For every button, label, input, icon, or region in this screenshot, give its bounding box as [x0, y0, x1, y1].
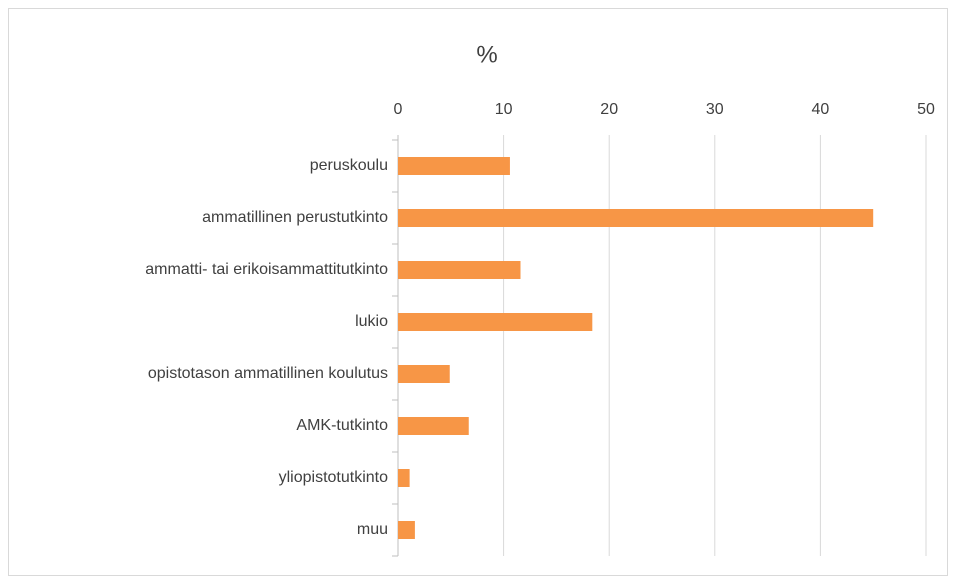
x-tick-label: 10: [495, 101, 513, 118]
bar: [398, 261, 521, 279]
bar: [398, 521, 415, 539]
y-tick-label: opistotason ammatillinen koulutus: [148, 365, 388, 382]
bar: [398, 209, 874, 227]
chart-title: %: [476, 41, 497, 68]
y-tick-label: AMK-tutkinto: [296, 417, 388, 434]
x-tick-label: 40: [812, 101, 830, 118]
x-tick-label: 50: [917, 101, 935, 118]
bar: [398, 469, 410, 487]
bar: [398, 417, 469, 435]
bar: [398, 313, 593, 331]
x-tick-label: 30: [706, 101, 724, 118]
y-tick-label: ammatti- tai erikoisammattitutkinto: [145, 261, 388, 278]
bar: [398, 365, 450, 383]
y-tick-label: muu: [357, 521, 388, 538]
y-tick-label: lukio: [355, 313, 388, 330]
x-tick-label: 20: [600, 101, 618, 118]
y-tick-label: yliopistotutkinto: [279, 469, 388, 486]
bar: [398, 157, 510, 175]
y-tick-label: ammatillinen perustutkinto: [202, 209, 388, 226]
chart-frame: [8, 8, 948, 576]
x-tick-label: 0: [394, 101, 403, 118]
y-tick-label: peruskoulu: [310, 157, 388, 174]
